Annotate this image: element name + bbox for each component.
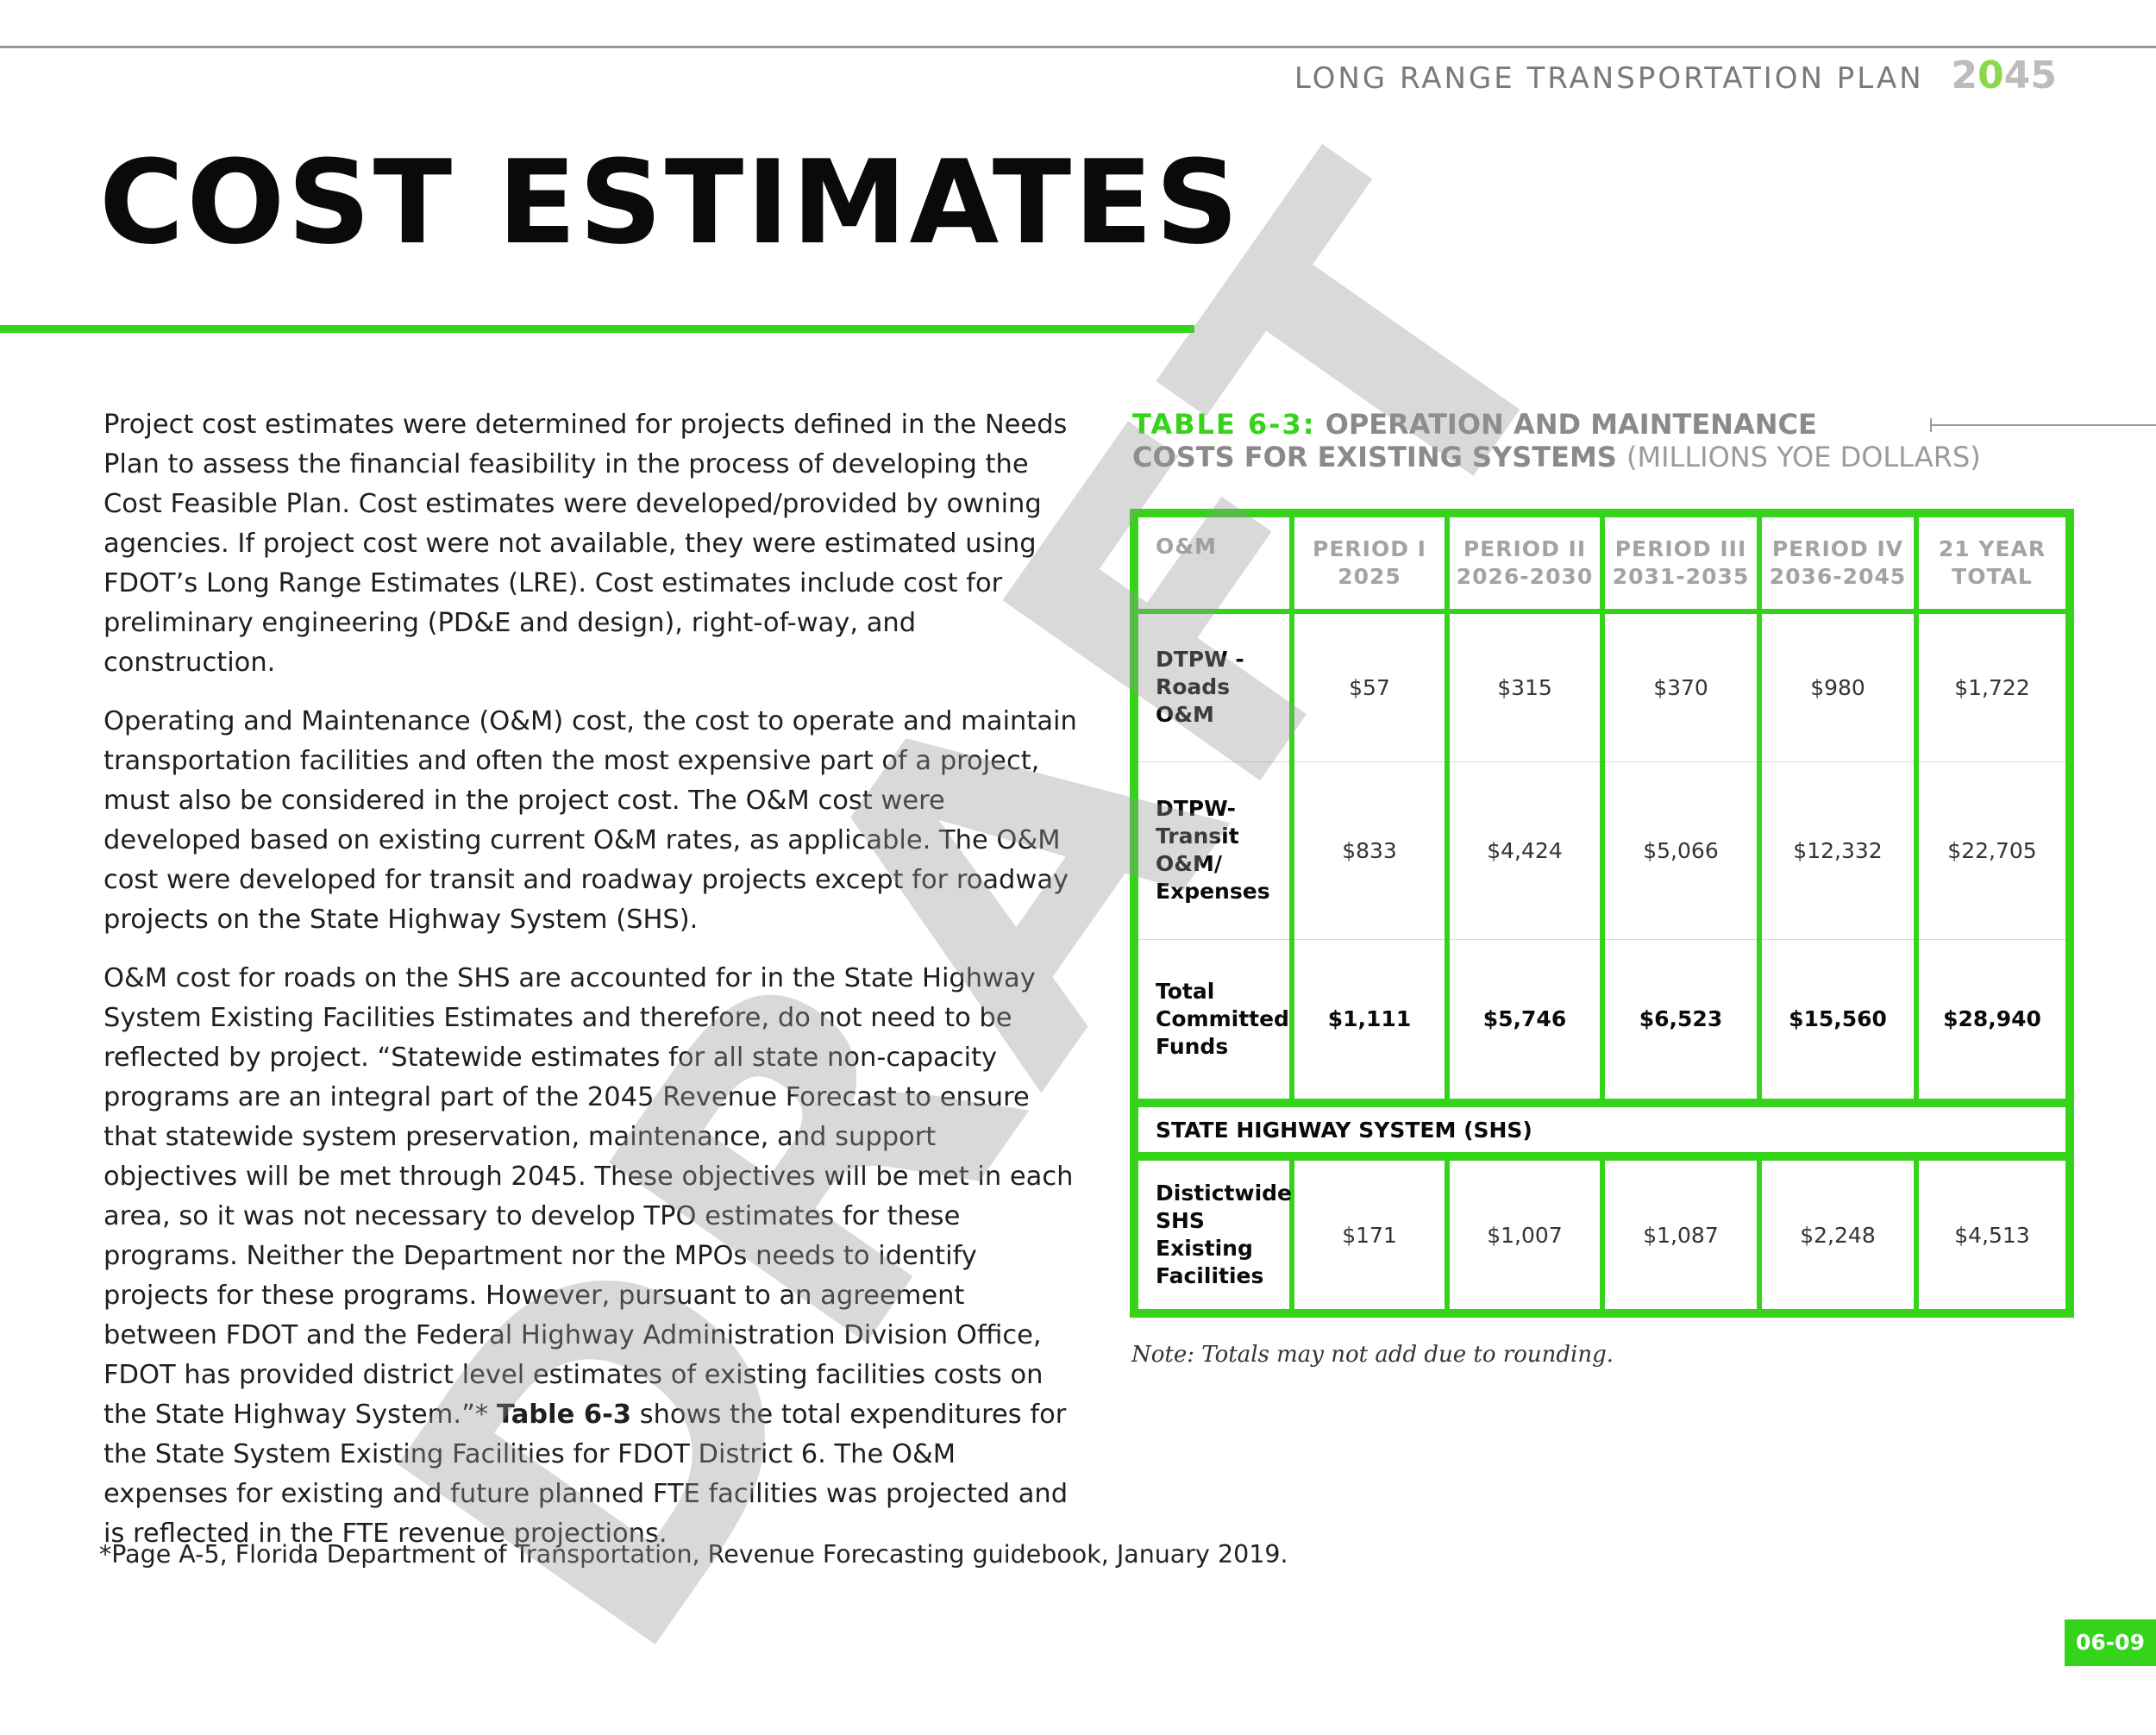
table-title-line1: OPERATION AND MAINTENANCE xyxy=(1325,408,1817,441)
year-emblem: 0 xyxy=(1977,53,2004,97)
header-om: O&M xyxy=(1131,510,1294,614)
body-text: Project cost estimates were determined f… xyxy=(103,405,1078,1573)
row-label-shs-existing: Distictwide SHS Existing Facilities xyxy=(1131,1154,1294,1316)
table-cell: $5,746 xyxy=(1445,938,1605,1107)
table-cell: $1,722 xyxy=(1914,609,2072,762)
table-title-line2: COSTS FOR EXISTING SYSTEMS xyxy=(1132,441,1617,473)
row-label-transit-om: DTPW- Transit O&M/ Expenses xyxy=(1131,761,1294,940)
caption-connector xyxy=(1930,424,2156,426)
page-number: 06-09 xyxy=(2065,1619,2156,1666)
table-cell: $4,424 xyxy=(1445,761,1605,940)
table-cell: $12,332 xyxy=(1757,761,1919,940)
row-label-roads-om: DTPW - Roads O&M xyxy=(1131,609,1294,762)
table-section-row: STATE HIGHWAY SYSTEM (SHS) xyxy=(1131,1100,2072,1161)
table-cell: $4,513 xyxy=(1914,1154,2072,1316)
header-period-1: PERIOD I 2025 xyxy=(1289,510,1450,614)
table-header-row: O&M PERIOD I 2025 PERIOD II 2026-2030 PERI… xyxy=(1131,510,2072,614)
header-period-3: PERIOD III 2031-2035 xyxy=(1600,510,1762,614)
running-header: LONG RANGE TRANSPORTATION PLAN 2045 xyxy=(1294,53,2057,97)
table-caption: TABLE 6-3: OPERATION AND MAINTENANCE COS… xyxy=(1132,408,1995,473)
table-cell: $315 xyxy=(1445,609,1605,762)
header-period-2: PERIOD II 2026-2030 xyxy=(1445,510,1605,614)
table-cell: $5,066 xyxy=(1600,761,1762,940)
paragraph-1: Project cost estimates were determined f… xyxy=(103,410,1068,678)
table-cell: $6,523 xyxy=(1600,938,1762,1107)
om-cost-table: O&M PERIOD I 2025 PERIOD II 2026-2030 PERI… xyxy=(1130,509,2074,1318)
table-cell: $980 xyxy=(1757,609,1919,762)
year-mark: 2045 xyxy=(1951,53,2057,97)
table-row: Distictwide SHS Existing Facilities $171… xyxy=(1131,1154,2072,1316)
table-cell: $1,087 xyxy=(1600,1154,1762,1316)
footnote: *Page A-5, Florida Department of Transpo… xyxy=(99,1540,1288,1569)
table-note: Note: Totals may not add due to rounding… xyxy=(1131,1342,1614,1368)
caption-connector-tick xyxy=(1930,418,1932,432)
table-row: DTPW - Roads O&M $57 $315 $370 $980 $1,7… xyxy=(1131,609,2072,762)
top-rule xyxy=(0,46,2156,48)
header-period-4: PERIOD IV 2036-2045 xyxy=(1757,510,1919,614)
running-title: LONG RANGE TRANSPORTATION PLAN xyxy=(1294,61,1924,96)
paragraph-3: O&M cost for roads on the SHS are accoun… xyxy=(103,963,1074,1549)
page-title: COST ESTIMATES xyxy=(99,135,1242,270)
table-cell: $370 xyxy=(1600,609,1762,762)
title-underline xyxy=(0,325,1194,333)
table-cell: $15,560 xyxy=(1757,938,1919,1107)
table-cell: $22,705 xyxy=(1914,761,2072,940)
row-label-total-committed: Total Committed Funds xyxy=(1131,938,1294,1107)
table-cell: $57 xyxy=(1289,609,1450,762)
section-label-shs: STATE HIGHWAY SYSTEM (SHS) xyxy=(1131,1100,2072,1161)
table-cell: $28,940 xyxy=(1914,938,2072,1107)
table-cell: $1,007 xyxy=(1445,1154,1605,1316)
table-reference: Table 6-3 xyxy=(496,1400,631,1430)
table-row-total: Total Committed Funds $1,111 $5,746 $6,5… xyxy=(1131,938,2072,1107)
header-21-year-total: 21 YEAR TOTAL xyxy=(1914,510,2072,614)
table-row: DTPW- Transit O&M/ Expenses $833 $4,424 … xyxy=(1131,761,2072,940)
table-cell: $1,111 xyxy=(1289,938,1450,1107)
table-cell: $2,248 xyxy=(1757,1154,1919,1316)
table-cell: $833 xyxy=(1289,761,1450,940)
table-cell: $171 xyxy=(1289,1154,1450,1316)
paragraph-2: Operating and Maintenance (O&M) cost, th… xyxy=(103,706,1077,935)
table-units: (MILLIONS YOE DOLLARS) xyxy=(1626,441,1981,473)
table-label: TABLE 6-3: xyxy=(1132,408,1316,441)
